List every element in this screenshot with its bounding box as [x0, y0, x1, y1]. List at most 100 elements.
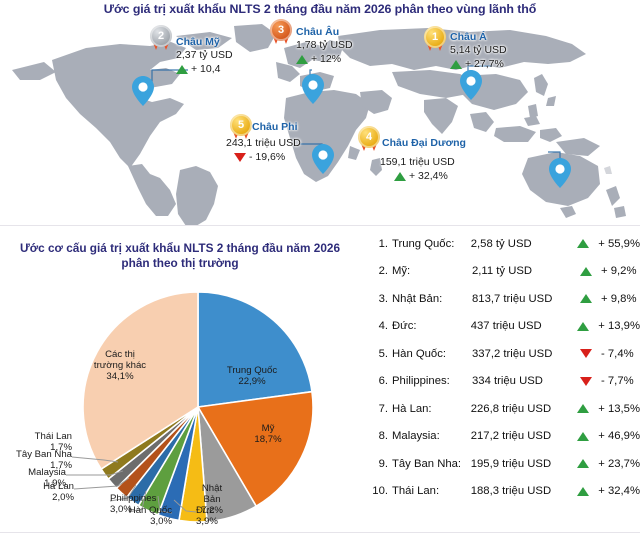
ranking-value: 226,8 triệu USD — [470, 402, 552, 415]
pie-title-line-2: phân theo thị trường — [121, 256, 239, 270]
ranking-row: 10. Thái Lan: 188,3 triệu USD + 32,4% — [368, 483, 640, 500]
ranking-row: 8. Malaysia: 217,2 triệu USD + 46,9% — [368, 428, 640, 445]
ranking-value: 217,2 triệu USD — [470, 430, 552, 442]
region-chau-dai-duong-values: 159,1 triệu USD + 32,4% — [380, 155, 455, 182]
ranking-value: 813,7 triệu USD — [472, 292, 553, 305]
region-chau-my: Châu Mỹ 2,37 tỷ USD + 10,4 — [176, 36, 233, 75]
ranking-name: 5. Hàn Quốc: — [368, 348, 472, 360]
triangle-down-icon — [580, 349, 592, 358]
triangle-down-icon — [234, 152, 246, 162]
region-chau-phi: Châu Phi — [252, 121, 298, 133]
ranking-change: + 13,9% — [598, 320, 640, 332]
pie-leader-lines — [66, 456, 197, 514]
region-change-text: + 27,7% — [465, 58, 504, 70]
medal-rank-number: 4 — [358, 126, 380, 148]
region-value: 5,14 tỷ USD — [450, 44, 507, 56]
ranking-label: Nhật Bản: — [392, 292, 443, 305]
triangle-down-icon — [580, 376, 592, 386]
ranking-row: 3. Nhật Bản: 813,7 triệu USD + 9,8% — [368, 290, 640, 307]
ranking-name: 1. Trung Quốc: — [368, 238, 471, 250]
ranking-row: 2. Mỹ: 2,11 tỷ USD + 9,2% — [368, 263, 640, 280]
ranking-index: 2. — [378, 265, 388, 277]
region-change-text: + 32,4% — [409, 170, 448, 182]
ranking-change: - 7,4% — [601, 347, 634, 360]
ranking-name: 3. Nhật Bản: — [368, 293, 472, 305]
triangle-up-icon — [577, 431, 590, 441]
ranking-label: Hàn Quốc: — [392, 347, 447, 360]
triangle-down-icon-wrap — [576, 349, 596, 358]
region-value: 1,78 tỷ USD — [296, 39, 353, 51]
ranking-index: 1. — [378, 237, 388, 250]
region-name: Châu Đại Dương — [382, 137, 466, 149]
ranking-index: 9. — [378, 457, 388, 470]
ranking-value: 337,2 triệu USD — [472, 347, 553, 360]
medal-rank-number: 2 — [150, 25, 172, 47]
region-change: + 27,7% — [450, 58, 507, 70]
map-section: Ước giá trị xuất khẩu NLTS 2 tháng đầu n… — [0, 0, 640, 226]
triangle-up-icon — [580, 294, 592, 303]
ranking-change: + 23,7% — [598, 457, 640, 470]
section-divider-top — [0, 225, 640, 226]
medal-rank-number: 5 — [230, 114, 252, 136]
triangle-up-icon — [176, 64, 188, 74]
pie-slice — [196, 390, 314, 508]
location-pin-icon-asia — [460, 70, 482, 100]
pie-slice — [197, 291, 313, 408]
pie-section: Ước cơ cấu giá trị xuất khẩu NLTS 2 thán… — [0, 227, 640, 532]
region-name: Châu Á — [450, 31, 487, 43]
pie-section-title: Ước cơ cấu giá trị xuất khẩu NLTS 2 thán… — [0, 241, 360, 271]
region-name: Châu Mỹ — [176, 36, 220, 48]
ranking-index: 7. — [378, 402, 388, 415]
pie-slice — [82, 291, 199, 471]
section-divider-bottom — [0, 532, 640, 533]
region-name: Châu Âu — [296, 26, 340, 38]
medal-badge-rank-5: 5 — [230, 114, 252, 142]
triangle-up-icon — [296, 54, 308, 64]
ranking-value: 2,11 tỷ USD — [472, 265, 533, 277]
ranking-label: Hà Lan: — [392, 402, 432, 415]
ranking-label: Mỹ: — [392, 265, 411, 277]
ranking-label: Malaysia: — [392, 430, 440, 442]
triangle-up-icon — [580, 266, 592, 276]
triangle-down-icon-wrap — [576, 376, 596, 386]
ranking-label: Trung Quốc: — [392, 237, 455, 250]
pie-slice-label: Tây Ban Nha 1,7% — [16, 449, 73, 471]
pie-chart: Trung Quốc 22,9% Mỹ 18,7% Nhật Bản 7,2% Đức 3,9%… — [0, 279, 360, 529]
region-chau-phi-values: 243,1 triệu USD - 19,6% — [226, 136, 301, 163]
ranking-row: 9. Tây Ban Nha: 195,9 triệu USD + 23,7% — [368, 455, 640, 472]
ranking-row: 5. Hàn Quốc: 337,2 triệu USD - 7,4% — [368, 345, 640, 362]
region-value: 159,1 triệu USD — [380, 156, 455, 168]
ranking-name: 9. Tây Ban Nha: — [368, 458, 471, 470]
ranking-label: Đức: — [392, 320, 417, 332]
pie-slice-label: Hà Lan 2,0% — [43, 481, 74, 503]
pie-slice-label: Các thị trường khác 34,1% — [94, 349, 146, 382]
ranking-value: 334 triệu USD — [472, 375, 543, 387]
location-pin-icon-africa — [312, 144, 334, 174]
triangle-up-icon-wrap — [573, 459, 593, 468]
ranking-label: Philippines: — [392, 375, 450, 387]
ranking-change: + 55,9% — [598, 237, 640, 250]
region-change-text: + 12% — [311, 53, 342, 65]
region-value: 243,1 triệu USD — [226, 137, 301, 149]
location-pin-icon-oceania — [549, 158, 571, 188]
pie-slice-label: Nhật Bản 7,2% — [201, 483, 223, 516]
medal-badge-rank-3: 3 — [270, 19, 292, 47]
triangle-up-icon — [394, 171, 406, 181]
medal-rank-number: 3 — [270, 19, 292, 41]
ranking-index: 10. — [372, 485, 388, 497]
pie-slice-label: Mỹ 18,7% — [254, 423, 282, 445]
ranking-index: 6. — [378, 375, 388, 387]
region-value: 2,37 tỷ USD — [176, 49, 233, 61]
ranking-name: 10. Thái Lan: — [368, 485, 471, 497]
ranking-name: 2. Mỹ: — [368, 265, 472, 277]
region-change-text: - 19,6% — [249, 151, 286, 163]
ranking-index: 4. — [378, 320, 388, 332]
triangle-up-icon — [577, 321, 590, 331]
triangle-up-icon-wrap — [573, 404, 593, 413]
medal-badge-rank-4: 4 — [358, 126, 380, 154]
ranking-value: 2,58 tỷ USD — [470, 237, 532, 250]
triangle-up-icon-wrap — [576, 294, 596, 303]
ranking-value: 437 triệu USD — [470, 320, 542, 332]
ranking-value: 188,3 triệu USD — [470, 485, 552, 497]
